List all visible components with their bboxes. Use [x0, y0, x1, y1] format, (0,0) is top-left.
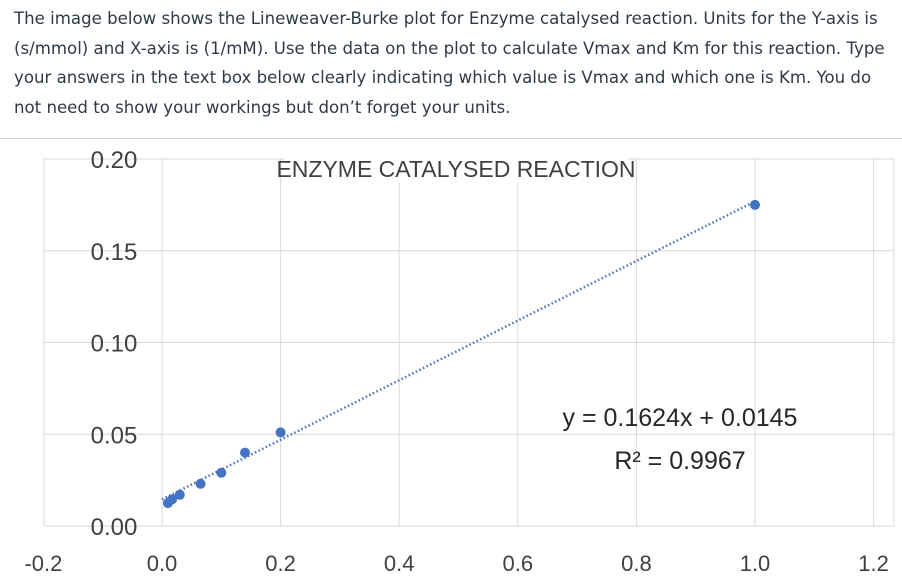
chart-points-group: [162, 199, 760, 509]
chart-data-point: [216, 467, 227, 478]
chart-data-point: [750, 199, 760, 210]
chart-x-tick-label: 0.0: [147, 551, 178, 576]
chart-data-point: [240, 447, 251, 458]
chart-data-point: [174, 489, 185, 500]
chart-y-ticks: 0.00 0.05 0.10 0.15 0.20: [91, 147, 138, 541]
chart-title-group: ENZYME CATALYSED REACTION: [276, 153, 636, 183]
chart-x-tick-label: 1.2: [858, 551, 889, 576]
chart-equation-label: y = 0.1624x + 0.0145: [563, 404, 798, 432]
chart: 0.00 0.05 0.10 0.15 0.20 -0.2 0.0 0.2 0.4 0.6 0.8…: [0, 139, 902, 581]
chart-data-point: [195, 478, 206, 489]
chart-title: ENZYME CATALYSED REACTION: [276, 156, 635, 182]
chart-y-tick-label: 0.00: [91, 514, 138, 541]
chart-x-tick-label: 0.6: [503, 551, 534, 576]
chart-data-point: [167, 494, 178, 505]
chart-y-tick-label: 0.15: [91, 239, 138, 266]
chart-trendline-group: [161, 200, 756, 501]
chart-trendline: [161, 200, 756, 501]
chart-x-tick-label: 0.8: [621, 551, 652, 576]
chart-data-point: [275, 427, 286, 438]
chart-y-tick-label: 0.10: [91, 331, 138, 358]
lineweaver-burke-chart: 0.00 0.05 0.10 0.15 0.20 -0.2 0.0 0.2 0.4 0.6 0.8…: [24, 147, 895, 576]
chart-x-tick-label: 0.4: [384, 551, 415, 576]
chart-r2-label: R² = 0.9967: [614, 447, 745, 475]
chart-x-ticks: -0.2 0.0 0.2 0.4 0.6 0.8 1.0 1.2: [24, 551, 888, 576]
chart-gridlines: [44, 158, 894, 527]
chart-x-tick-label: 0.2: [265, 551, 296, 576]
chart-x-tick-label: -0.2: [24, 551, 62, 576]
chart-y-tick-label: 0.20: [91, 147, 138, 174]
question-text: The image below shows the Lineweaver-Bur…: [14, 9, 885, 117]
chart-x-tick-label: 1.0: [740, 551, 771, 576]
chart-y-tick-label: 0.05: [91, 422, 138, 449]
divider: [0, 138, 902, 139]
chart-title-box: [284, 153, 628, 183]
